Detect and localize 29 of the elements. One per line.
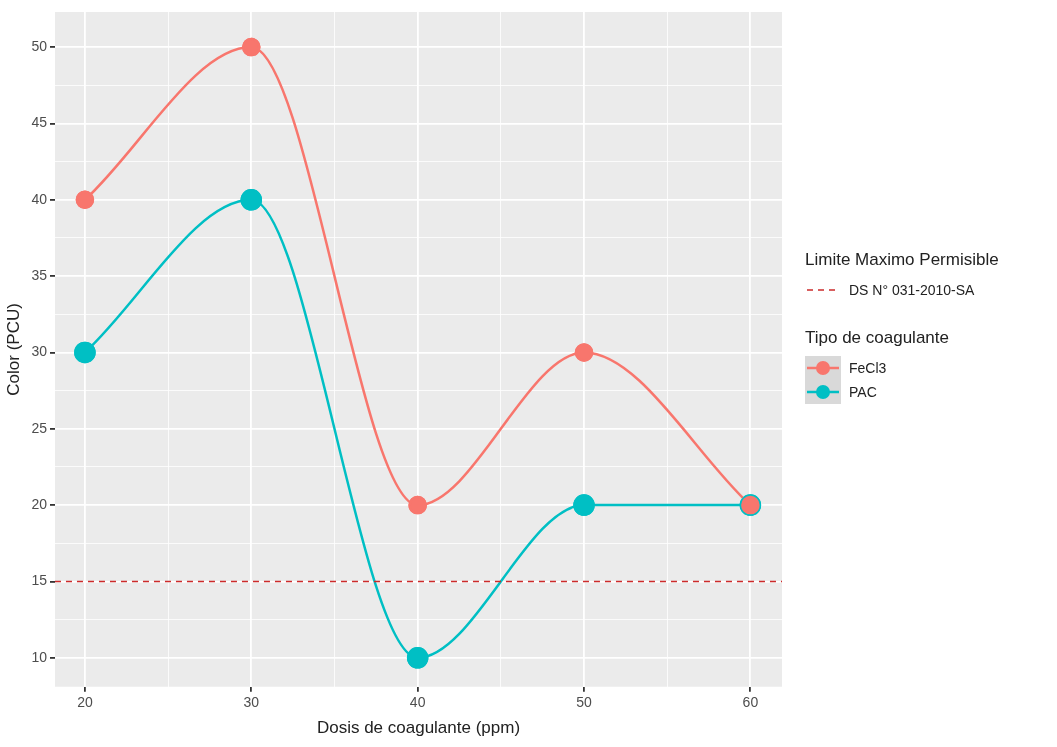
x-tick-label: 50 — [576, 694, 593, 711]
x-axis-title: Dosis de coagulante (ppm) — [316, 718, 521, 738]
y-tick-label: 45 — [31, 114, 48, 131]
y-tick-label: 50 — [31, 37, 48, 54]
point — [242, 37, 261, 57]
y-tick-label: 35 — [31, 266, 48, 283]
y-tick-label: 25 — [31, 419, 48, 436]
text: Limite Maximo Permisible — [805, 250, 999, 270]
point — [74, 341, 96, 364]
point — [75, 190, 95, 210]
x-tick-label: 40 — [409, 694, 426, 711]
legend-title: Tipo de coagulante — [805, 328, 950, 348]
legend-label: FeCl3 — [849, 360, 887, 376]
point — [573, 494, 595, 516]
y-axis-title: Color (PCU) — [3, 303, 23, 396]
legend-label: PAC — [849, 384, 877, 400]
x-tick-label: 30 — [243, 694, 260, 711]
y-tick-label: 30 — [31, 343, 48, 360]
point — [574, 343, 594, 362]
y-tick-label: 15 — [31, 572, 48, 589]
y-tick-label: 10 — [31, 648, 48, 665]
x-tick-label: 20 — [77, 694, 93, 711]
point — [408, 495, 427, 515]
y-tick-label: 40 — [31, 190, 48, 207]
point — [240, 189, 263, 211]
legend-label: DS N° 031-2010-SA — [849, 282, 975, 298]
point — [406, 647, 429, 669]
y-tick-label: 20 — [31, 495, 48, 512]
x-tick-label: 60 — [742, 694, 759, 711]
